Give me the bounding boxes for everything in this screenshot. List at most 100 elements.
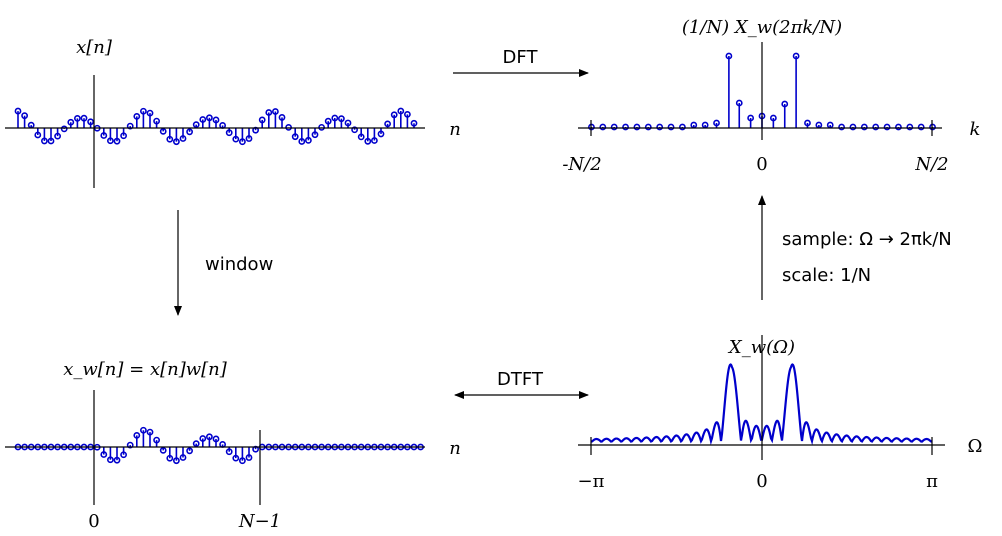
stem-head (872, 123, 880, 131)
arrow-label: DTFT (497, 369, 544, 390)
stem-head (179, 454, 187, 461)
stem-head (792, 52, 800, 60)
stem-head (397, 107, 405, 115)
plots (14, 52, 936, 465)
stem-head (120, 451, 127, 459)
stem-head (883, 123, 891, 131)
stem-head (225, 448, 233, 456)
stem-head (245, 135, 253, 142)
stem-head (199, 435, 207, 442)
stem-head (849, 123, 857, 131)
stem-head (238, 138, 246, 146)
arrow-label: sample: Ω → 2πk/N (782, 229, 952, 250)
stem-head (258, 116, 266, 124)
panel-title: x[n] (76, 37, 113, 58)
stem-head (172, 138, 180, 146)
stem-head (126, 441, 134, 449)
stem-head (186, 447, 193, 455)
stem-head (725, 52, 733, 60)
stem-head (403, 110, 411, 118)
stem-head (895, 123, 902, 131)
stem-head (781, 100, 789, 108)
stem-head (41, 137, 48, 145)
stem-head (324, 117, 332, 125)
stem-head (278, 114, 286, 121)
stem-head (232, 454, 240, 462)
stem-head (186, 128, 193, 136)
stem-head (212, 116, 220, 124)
stem-head (146, 428, 154, 436)
tick-label: 0 (88, 511, 99, 532)
stem-head (304, 136, 312, 144)
stem-head (331, 114, 339, 122)
stem-head (860, 123, 868, 131)
stem-head (205, 114, 213, 122)
stem-head (291, 133, 299, 141)
tick-label: -N/2 (562, 154, 601, 175)
stem-head (285, 123, 292, 131)
stem-head (364, 137, 372, 145)
stem-head (238, 457, 246, 465)
stem-head (838, 123, 845, 131)
stem-head (113, 137, 121, 145)
stem-head (192, 121, 200, 129)
axis-label: n (449, 438, 461, 459)
stem-head (21, 112, 28, 120)
stem-head (599, 123, 607, 131)
stem-head (298, 138, 306, 145)
stem-head (656, 123, 664, 131)
tick-label: N−1 (238, 511, 281, 532)
stem-head (713, 119, 720, 127)
stem-head (80, 114, 88, 122)
stem-head (410, 119, 418, 127)
stem-head (67, 118, 75, 126)
stem-head (100, 451, 108, 458)
stem-head (192, 440, 200, 448)
stem-head (159, 127, 167, 135)
arrow-label: window (205, 254, 273, 275)
tick-label: 0 (756, 154, 767, 175)
stem-head (34, 131, 42, 139)
stem-head (120, 132, 127, 140)
stem-head (153, 436, 160, 444)
stem-head (622, 123, 629, 131)
tick-label: 0 (756, 471, 767, 492)
stem-head (644, 123, 652, 131)
stem-head (107, 456, 114, 464)
stem-head (318, 123, 325, 131)
stem-head (139, 426, 147, 434)
stem-head (199, 116, 207, 123)
stem-head (179, 135, 187, 142)
stem-head (917, 123, 925, 131)
tick-label: π (926, 471, 938, 492)
stem-head (633, 123, 641, 131)
stem-head (357, 133, 365, 141)
stem-head (747, 114, 755, 122)
stem-head (337, 115, 345, 123)
stem-head (212, 435, 220, 443)
stem-head (769, 114, 777, 122)
stem-head (54, 132, 61, 140)
axis-label: Ω (968, 436, 983, 457)
axis-label: k (970, 119, 981, 140)
stem-head (14, 107, 22, 115)
stem-head (159, 446, 167, 454)
stem-head (205, 433, 213, 441)
stem-head (679, 123, 686, 131)
stem-head (74, 114, 81, 122)
stem-head (126, 122, 134, 130)
stem-head (232, 135, 240, 143)
stem-head (735, 99, 743, 107)
arrow-label: DFT (503, 47, 539, 68)
stem-head (390, 111, 398, 119)
stem-head (133, 432, 141, 439)
stem-head (271, 108, 279, 115)
panel-title: (1/N) X_w(2πk/N) (682, 17, 842, 38)
stem-head (166, 454, 174, 462)
stem-head (146, 109, 154, 117)
stem-head (344, 119, 352, 127)
stem-head (139, 107, 147, 115)
tick-label: −π (578, 471, 605, 492)
stem-head (166, 135, 174, 143)
panel-title: x_w[n] = x[n]w[n] (63, 359, 228, 380)
